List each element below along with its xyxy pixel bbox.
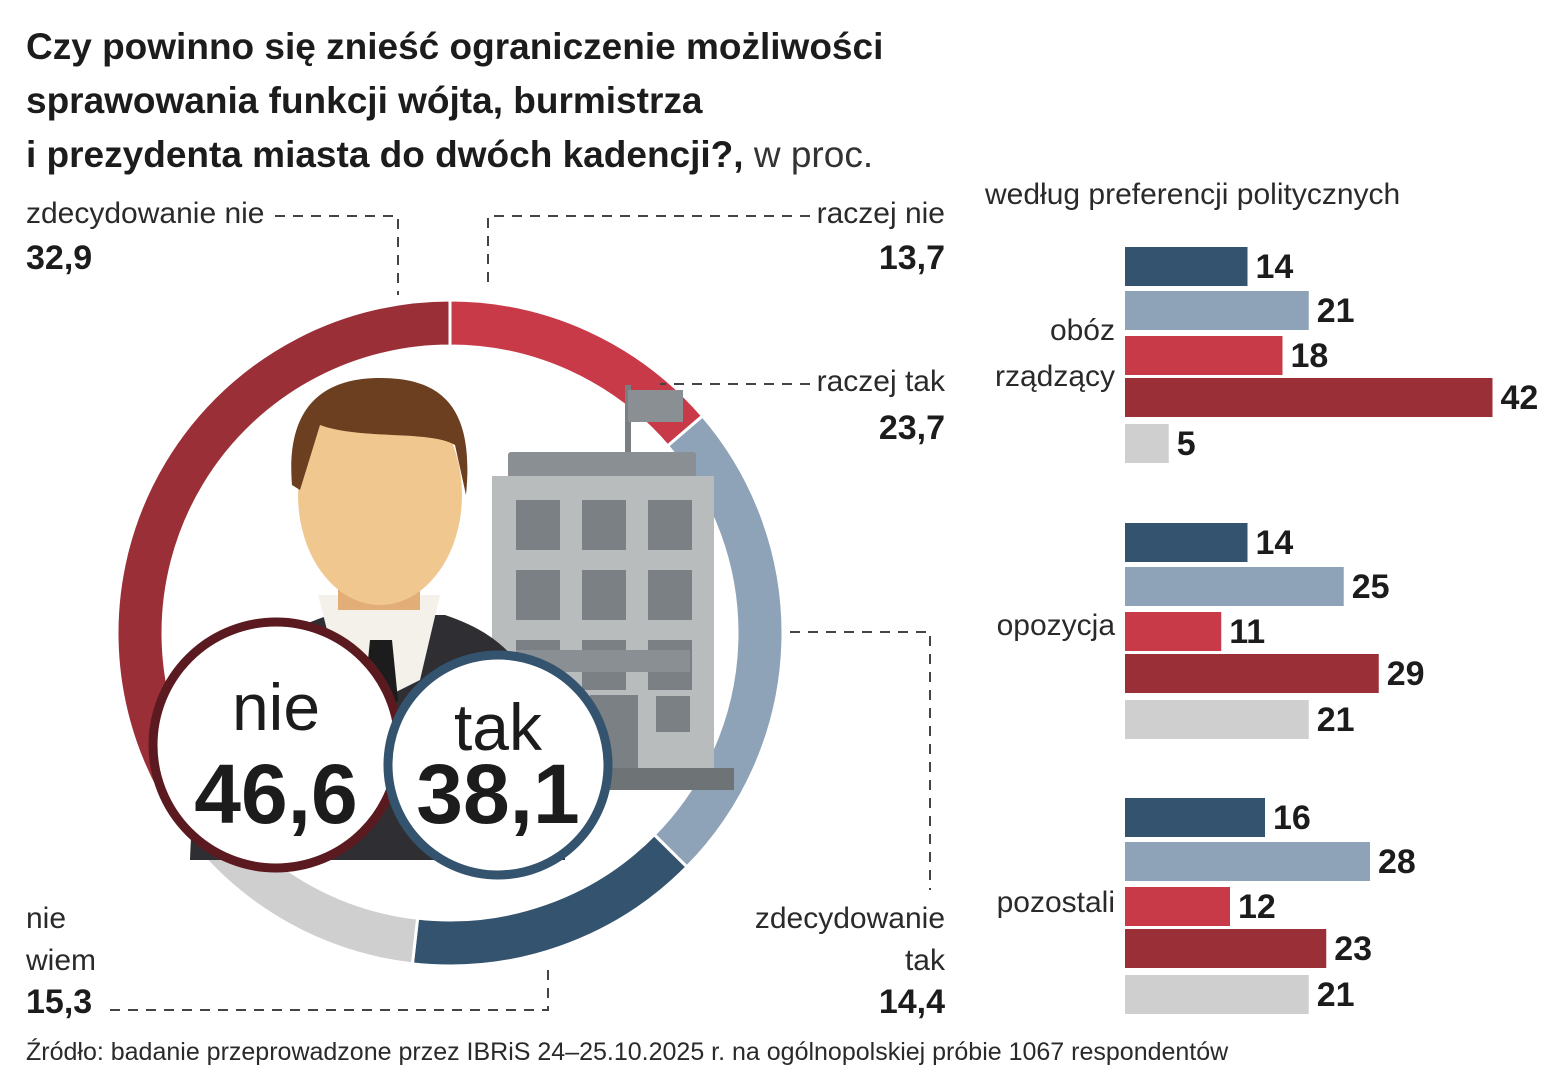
chart-title: Czy powinno się znieść ograniczenie możl… <box>26 20 926 182</box>
bar-obóz-rządzący-raczej-nie <box>1125 336 1283 375</box>
bar-value-label: 21 <box>1317 292 1355 330</box>
label-zdecydowanie-tak-line2: tak <box>904 944 945 977</box>
title-line-2: sprawowania funkcji wójta, burmistrza <box>26 80 703 121</box>
label-nie-wiem-line2: wiem <box>26 944 97 977</box>
building-window <box>648 500 692 550</box>
bar-pozostali-raczej-nie <box>1125 887 1230 926</box>
bar-value-label: 14 <box>1256 248 1294 286</box>
total-tak-value: 38,1 <box>416 747 580 841</box>
bar-pozostali-nie-wiem <box>1125 975 1309 1014</box>
person-face <box>298 385 462 605</box>
bar-pozostali-zdecydowanie-tak <box>1125 798 1265 837</box>
bar-pozostali-raczej-tak <box>1125 842 1370 881</box>
group-label-oboz-line2: rządzący <box>994 360 1115 393</box>
group-label-pozostali: pozostali <box>996 886 1115 919</box>
label-raczej-nie: raczej nie <box>816 197 945 230</box>
building-window <box>516 570 560 620</box>
bar-value-label: 14 <box>1256 524 1294 562</box>
flag-icon <box>628 390 683 422</box>
value-zdecydowanie-nie: 32,9 <box>26 239 93 277</box>
bar-value-label: 21 <box>1317 701 1355 739</box>
building-window <box>656 696 690 732</box>
source-note: Źródło: badanie przeprowadzone przez IBR… <box>26 1038 1229 1066</box>
bar-value-label: 28 <box>1378 843 1416 881</box>
bar-opozycja-nie-wiem <box>1125 700 1309 739</box>
total-tak-circle <box>383 650 613 880</box>
bar-value-label: 5 <box>1177 425 1196 463</box>
value-nie-wiem: 15,3 <box>26 983 93 1021</box>
bar-value-label: 16 <box>1273 799 1311 837</box>
bar-value-label: 12 <box>1238 888 1276 926</box>
bar-value-label: 29 <box>1387 655 1425 693</box>
total-tak-label: tak <box>454 690 543 764</box>
bar-obóz-rządzący-zdecydowanie-tak <box>1125 247 1248 286</box>
bar-value-label: 25 <box>1352 568 1390 606</box>
group-label-oboz-line1: obóz <box>1049 314 1115 347</box>
leader-line-raczej-nie <box>487 215 810 290</box>
label-raczej-tak: raczej tak <box>816 365 945 398</box>
title-line-3: i prezydenta miasta do dwóch kadencji?, <box>26 134 744 175</box>
bar-value-label: 42 <box>1501 379 1539 417</box>
bar-opozycja-zdecydowanie-tak <box>1125 523 1248 562</box>
building-base <box>590 768 734 790</box>
bar-opozycja-zdecydowanie-nie <box>1125 654 1379 693</box>
bars-subtitle: według preferencji politycznych <box>985 178 1401 211</box>
value-raczej-nie: 13,7 <box>878 239 945 277</box>
leader-line-nie-wiem <box>110 965 549 1011</box>
label-zdecydowanie-tak-line1: zdecydowanie <box>754 902 945 935</box>
building-ledge <box>516 650 690 672</box>
label-nie-wiem-line1: nie <box>26 902 67 935</box>
leader-line-zdecydowanie-tak <box>790 631 931 890</box>
bar-obóz-rządzący-nie-wiem <box>1125 424 1169 463</box>
title-unit: w proc. <box>743 134 874 175</box>
building-roof <box>508 452 696 478</box>
title-line-1: Czy powinno się znieść ograniczenie możl… <box>26 26 884 67</box>
bar-value-label: 21 <box>1317 976 1355 1014</box>
bar-obóz-rządzący-raczej-tak <box>1125 291 1309 330</box>
label-zdecydowanie-nie: zdecydowanie nie <box>26 197 265 230</box>
building-window <box>516 500 560 550</box>
building-window <box>648 570 692 620</box>
person-hair <box>291 378 468 495</box>
bar-value-label: 11 <box>1229 613 1265 651</box>
bar-opozycja-raczej-nie <box>1125 612 1222 651</box>
building-window <box>582 570 626 620</box>
value-raczej-tak: 23,7 <box>878 409 945 447</box>
donut-slice-zdecydowanie-nie <box>115 298 452 794</box>
bar-obóz-rządzący-zdecydowanie-nie <box>1125 378 1493 417</box>
total-nie-label: nie <box>232 670 320 744</box>
bar-opozycja-raczej-tak <box>1125 567 1344 606</box>
donut-slice-raczej-nie <box>448 298 705 449</box>
value-zdecydowanie-tak: 14,4 <box>878 983 945 1021</box>
total-nie-value: 46,6 <box>194 747 358 841</box>
bar-pozostali-zdecydowanie-nie <box>1125 929 1327 968</box>
bar-value-label: 18 <box>1291 337 1329 375</box>
bar-value-label: 23 <box>1334 930 1372 968</box>
group-label-opozycja: opozycja <box>996 609 1115 642</box>
building-window <box>582 500 626 550</box>
leader-line-zdecydowanie-nie <box>275 215 399 295</box>
